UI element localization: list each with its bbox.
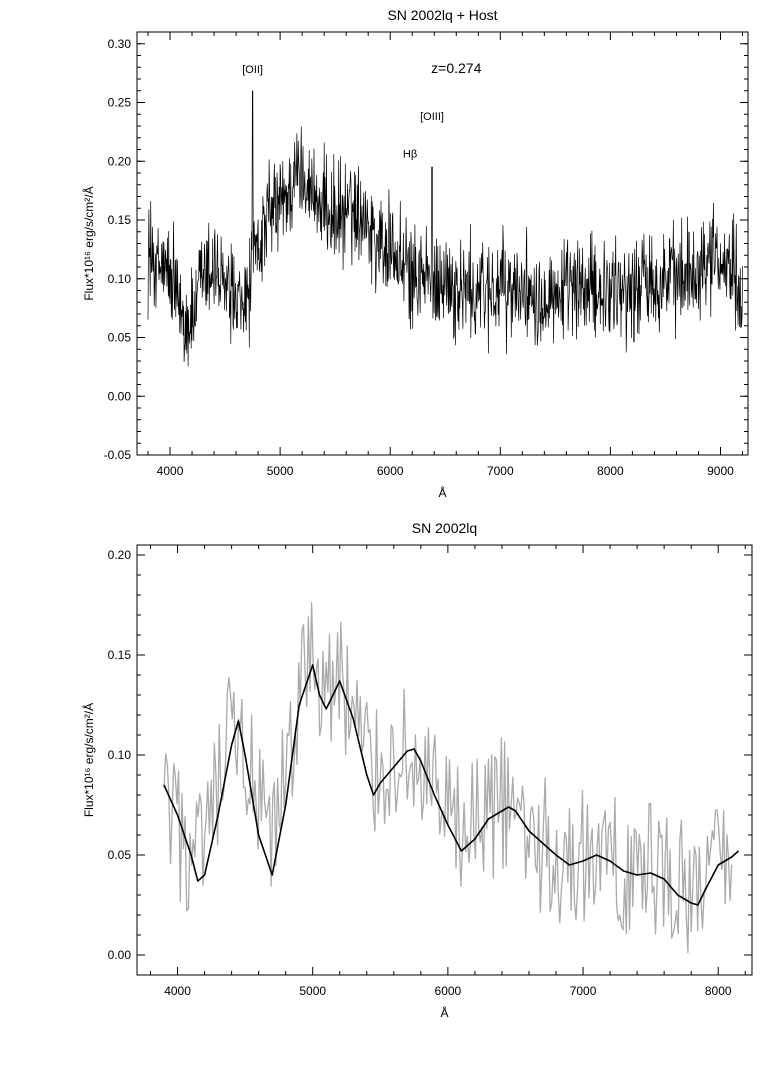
chart-panel-1: 4000 5000 6000 7000 8000 9000 -0.05 0.00 0.05 0.1… <box>81 7 749 500</box>
y-tick-label: 0.05 <box>108 331 132 345</box>
x-tick-label: 8000 <box>597 464 624 478</box>
y-tick-label: 0.00 <box>108 389 132 403</box>
x-tick-label: 7000 <box>487 464 514 478</box>
y-tick-label: 0.00 <box>108 948 132 962</box>
x-tick-label: 4000 <box>164 984 191 998</box>
y-tick-label: 0.20 <box>108 154 132 168</box>
x-tick-label: 4000 <box>157 464 184 478</box>
chart-title: SN 2002lq + Host <box>387 7 497 23</box>
x-tick-label: 9000 <box>707 464 734 478</box>
plot-frame <box>136 31 749 456</box>
chart-title: SN 2002lq <box>412 520 477 536</box>
y-axis-label: Flux*10¹⁶ erg/s/cm²/Å <box>81 186 96 300</box>
x-axis-label: Å <box>440 1005 448 1020</box>
y-tick-label: 0.30 <box>108 37 132 51</box>
annotation-label: [OIII] <box>420 111 444 123</box>
y-tick-label: 0.15 <box>108 648 132 662</box>
y-axis-label: Flux*10¹⁶ erg/s/cm²/Å <box>81 703 96 817</box>
chart-panel-2: 4000 5000 6000 7000 8000 0.00 0.05 0.10 0.15 0.20… <box>81 520 753 1020</box>
annotation-label: z=0.274 <box>431 60 481 76</box>
y-tick-label: 0.05 <box>108 848 132 862</box>
plot-frame <box>136 544 753 976</box>
x-tick-label: 5000 <box>267 464 294 478</box>
y-tick-label: 0.10 <box>108 272 132 286</box>
x-tick-label: 6000 <box>377 464 404 478</box>
y-tick-label: 0.20 <box>108 548 132 562</box>
x-tick-label: 6000 <box>435 984 462 998</box>
y-tick-label: 0.15 <box>108 213 132 227</box>
x-tick-label: 7000 <box>570 984 597 998</box>
series-line-1 <box>147 90 743 367</box>
y-tick-label: -0.05 <box>104 448 132 462</box>
x-tick-label: 8000 <box>705 984 732 998</box>
annotation-label: Hβ <box>403 149 417 161</box>
y-tick-label: 0.10 <box>108 748 132 762</box>
x-tick-label: 5000 <box>299 984 326 998</box>
annotation-label: [OII] <box>242 64 263 76</box>
x-axis-label: Å <box>438 485 446 500</box>
series-line-2 <box>163 664 740 906</box>
y-tick-label: 0.25 <box>108 96 132 110</box>
